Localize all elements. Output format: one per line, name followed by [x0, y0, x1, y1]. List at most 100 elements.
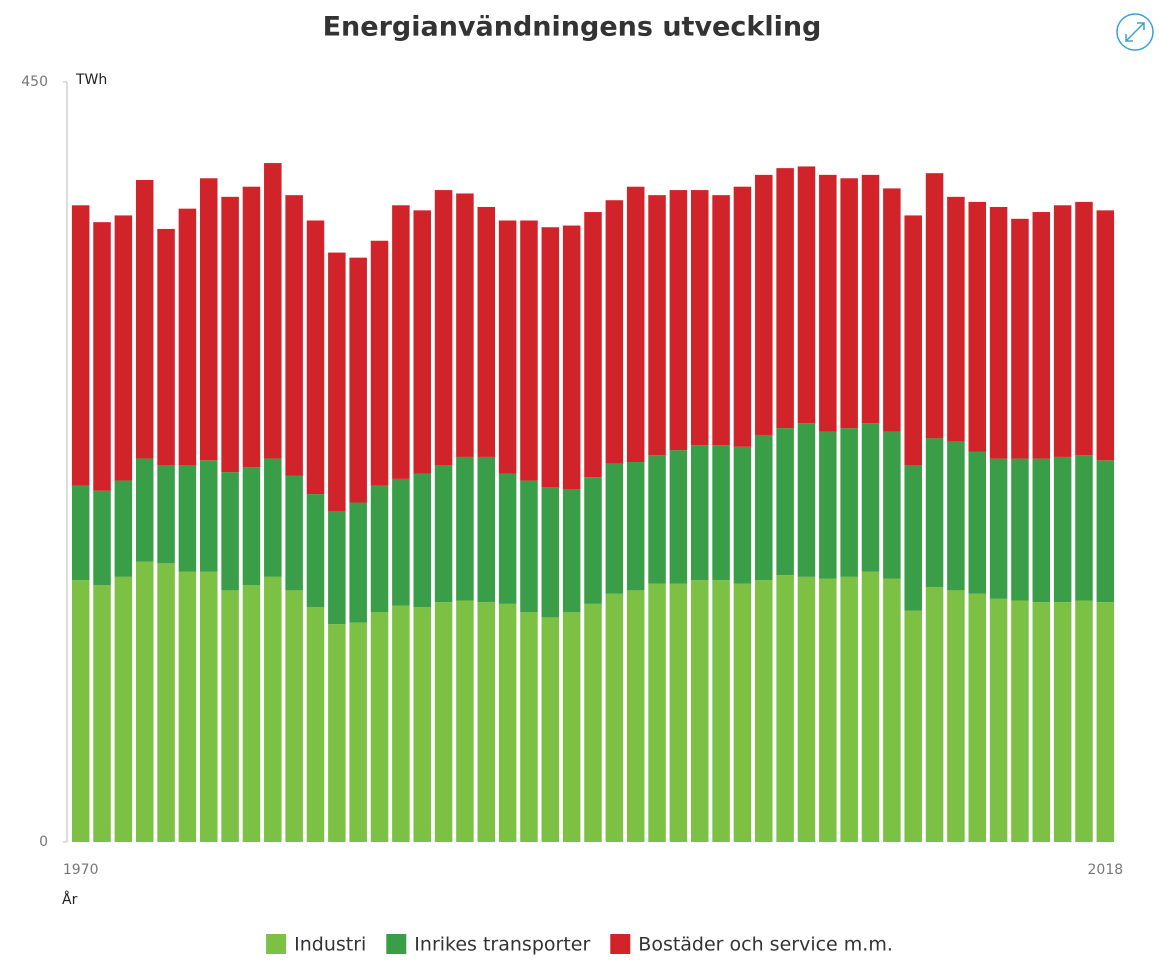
x-tick-label: 1970: [63, 862, 99, 878]
bar-segment: [200, 460, 218, 572]
bar-segment: [1096, 210, 1115, 461]
bar-segment: [626, 462, 645, 591]
bar-segment: [690, 580, 709, 842]
bar-segment: [71, 485, 90, 581]
bar-segment: [733, 446, 752, 584]
bar-segment: [840, 178, 858, 429]
bar-segment: [562, 612, 581, 842]
bar-segment: [968, 593, 986, 842]
bar-segment: [1075, 201, 1093, 456]
bar-segment: [1032, 602, 1051, 842]
bar-segment: [413, 210, 431, 474]
bar-segment: [669, 190, 688, 451]
bar-segment: [306, 494, 325, 608]
bar-segment: [285, 590, 303, 842]
bar-segment: [434, 602, 453, 842]
bar-segment: [370, 612, 389, 842]
bar-segment: [114, 576, 133, 842]
bar-segment: [349, 622, 367, 842]
legend-label: Bostäder och service m.m.: [638, 934, 893, 956]
bar-segment: [413, 473, 431, 608]
bar-segment: [669, 450, 688, 584]
bar-segment: [456, 600, 474, 842]
bar-segment: [1075, 600, 1093, 842]
bar-segment: [328, 252, 346, 511]
bar-segment: [178, 465, 197, 572]
expand-button[interactable]: [1116, 13, 1154, 51]
bar-segment: [819, 174, 837, 432]
bar-segment: [861, 423, 880, 572]
bar-segment: [669, 583, 688, 842]
bar-segment: [520, 480, 538, 613]
bar-segment: [285, 475, 303, 591]
bar-segment: [562, 489, 581, 613]
bar-segment: [200, 178, 218, 461]
bar-segment: [541, 487, 560, 618]
bar-segment: [883, 578, 901, 842]
bar-segment: [605, 593, 624, 842]
bar-segment: [498, 603, 517, 842]
bar-segment: [989, 206, 1008, 459]
expand-icon[interactable]: [1125, 22, 1145, 42]
bar-segment: [328, 510, 346, 625]
bar-segment: [434, 190, 453, 466]
bar-segment: [733, 583, 752, 842]
bar-segment: [968, 201, 986, 452]
bar-segment: [93, 222, 111, 491]
bar-segment: [349, 502, 367, 623]
bar-segment: [178, 208, 197, 466]
bar-segment: [1053, 602, 1072, 842]
bar-segment: [797, 166, 816, 424]
bar-segment: [221, 590, 239, 842]
bar-segment: [71, 205, 90, 486]
bar-segment: [242, 186, 261, 468]
bar-segment: [200, 571, 218, 842]
bar-segment: [93, 490, 111, 586]
bar-segment: [1096, 460, 1115, 603]
bar-segment: [947, 590, 965, 842]
bar-segment: [370, 240, 389, 486]
bar-segment: [498, 473, 517, 604]
bar-segment: [370, 485, 389, 613]
bar-segment: [392, 205, 410, 479]
bar-segment: [434, 465, 453, 603]
bar-segment: [477, 602, 496, 842]
bar-segment: [755, 174, 773, 435]
bar-segment: [1011, 600, 1029, 842]
bar-segment: [925, 586, 944, 842]
bar-segment: [562, 225, 581, 490]
bar-segment: [840, 576, 858, 842]
bar-segment: [861, 571, 880, 842]
bar-segment: [392, 478, 410, 606]
bar-segment: [584, 477, 602, 604]
bar-segment: [947, 196, 965, 442]
legend-label: Industri: [294, 934, 366, 956]
bar-segment: [456, 193, 474, 457]
bar-segment: [733, 186, 752, 447]
bar-segment: [392, 605, 410, 842]
bar-segment: [306, 220, 325, 495]
bar-segment: [221, 472, 239, 591]
bar-segment: [819, 431, 837, 579]
bar-segment: [883, 431, 901, 579]
bar-segment: [135, 458, 154, 562]
bar-segment: [306, 607, 325, 842]
bar-segment: [285, 195, 303, 476]
bar-segment: [648, 455, 666, 584]
y-tick-label: 0: [39, 834, 48, 850]
bar-segment: [1032, 212, 1051, 459]
bar-segment: [904, 610, 922, 842]
bar-segment: [1096, 602, 1115, 842]
legend-swatch: [266, 934, 287, 954]
bar-segment: [178, 571, 197, 842]
legend: Industri Inrikes transporter Bostäder och …: [266, 934, 893, 956]
bar-segment: [157, 465, 175, 564]
bar-segment: [989, 458, 1008, 599]
bar-segment: [797, 423, 816, 577]
bar-segment: [861, 174, 880, 424]
bar-segment: [776, 575, 794, 842]
bar-segment: [114, 480, 133, 577]
bar-segment: [456, 456, 474, 601]
bar-segment: [1053, 456, 1072, 603]
